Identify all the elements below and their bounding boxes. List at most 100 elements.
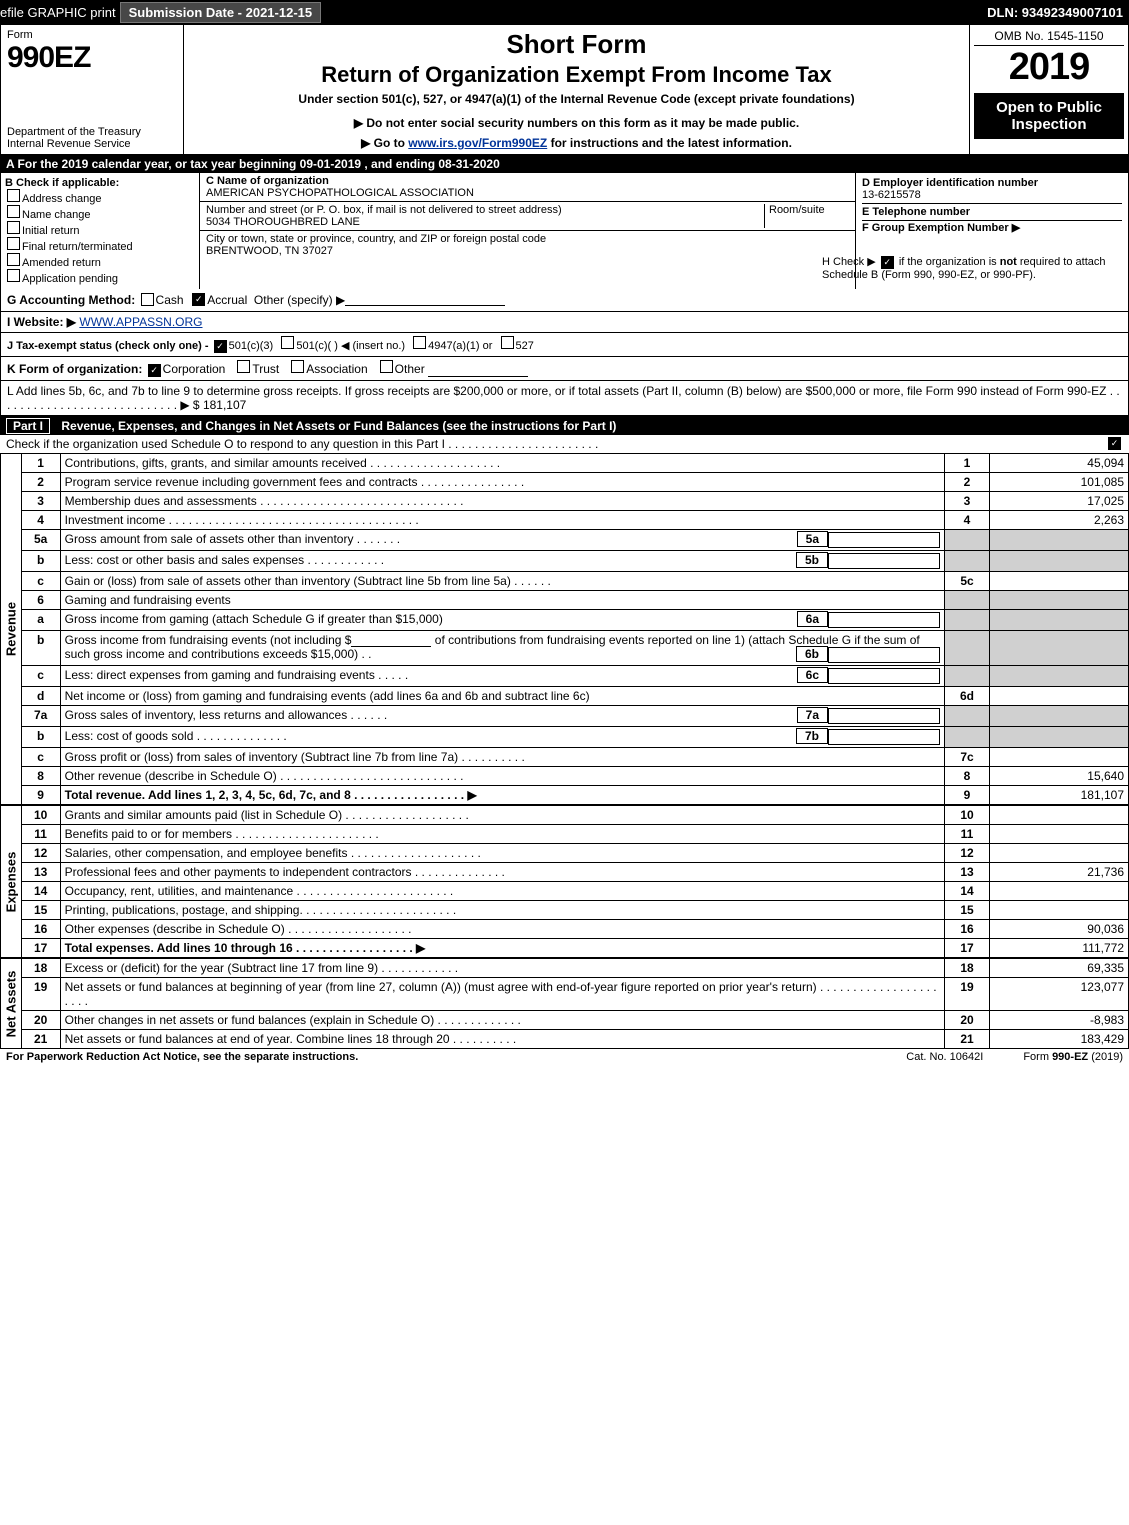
table-row: 16Other expenses (describe in Schedule O… xyxy=(21,920,1128,939)
form-number: 990EZ xyxy=(7,41,177,75)
row-k-form-of-org: K Form of organization: ✓Corporation Tru… xyxy=(0,357,1129,381)
tax-year: 2019 xyxy=(974,46,1124,89)
box-h: H Check ▶ ✓ if the organization is not r… xyxy=(822,255,1122,281)
table-row: dNet income or (loss) from gaming and fu… xyxy=(21,687,1128,706)
c-street-label: Number and street (or P. O. box, if mail… xyxy=(206,204,764,216)
table-row: 13Professional fees and other payments t… xyxy=(21,863,1128,882)
net-assets-table: 18Excess or (deficit) for the year (Subt… xyxy=(21,958,1129,1049)
return-title: Return of Organization Exempt From Incom… xyxy=(192,62,961,88)
table-row: 12Salaries, other compensation, and empl… xyxy=(21,844,1128,863)
goto-line: ▶ Go to www.irs.gov/Form990EZ for instru… xyxy=(192,136,961,150)
submission-date-button[interactable]: Submission Date - 2021-12-15 xyxy=(120,2,322,23)
table-row: cGain or (loss) from sale of assets othe… xyxy=(21,572,1128,591)
omb-number: OMB No. 1545-1150 xyxy=(974,29,1124,46)
lbl-amended-return: Amended return xyxy=(22,257,101,269)
chk-cash[interactable] xyxy=(141,293,154,306)
table-row: 10Grants and similar amounts paid (list … xyxy=(21,806,1128,825)
6b-amount-input[interactable] xyxy=(351,634,431,647)
vlabel-expenses: Expenses xyxy=(0,805,21,958)
website-link[interactable]: WWW.APPASSN.ORG xyxy=(79,315,202,329)
lbl-initial-return: Initial return xyxy=(22,225,79,237)
val-5a[interactable] xyxy=(828,532,940,548)
chk-address-change[interactable] xyxy=(7,189,20,202)
val-7b[interactable] xyxy=(828,729,940,745)
form-word: Form xyxy=(7,29,177,41)
table-row: 21Net assets or fund balances at end of … xyxy=(21,1030,1128,1049)
box-7a: 7a xyxy=(797,707,828,723)
chk-initial-return[interactable] xyxy=(7,221,20,234)
table-row: 6Gaming and fundraising events xyxy=(21,591,1128,610)
h-not: not xyxy=(1000,256,1017,268)
c-city-value: BRENTWOOD, TN 37027 xyxy=(206,245,849,257)
row-a-taxyear: A For the 2019 calendar year, or tax yea… xyxy=(0,155,1129,173)
chk-assoc[interactable] xyxy=(291,360,304,373)
box-7b: 7b xyxy=(796,728,828,744)
vlabel-net-assets: Net Assets xyxy=(0,958,21,1049)
part-i-header: Part I Revenue, Expenses, and Changes in… xyxy=(0,416,1129,453)
lbl-cash: Cash xyxy=(156,293,184,307)
l-value: 181,107 xyxy=(203,398,246,412)
val-6b[interactable] xyxy=(828,647,940,663)
val-5b[interactable] xyxy=(828,553,940,569)
row-g: G Accounting Method: Cash ✓Accrual Other… xyxy=(0,289,1129,312)
chk-final-return[interactable] xyxy=(7,237,20,250)
dept-treasury: Department of the Treasury xyxy=(7,126,177,138)
under-section: Under section 501(c), 527, or 4947(a)(1)… xyxy=(192,92,961,106)
lbl-accrual: Accrual xyxy=(207,293,247,307)
row-l-gross-receipts: L Add lines 5b, 6c, and 7b to line 9 to … xyxy=(0,381,1129,416)
val-7a[interactable] xyxy=(828,708,940,724)
chk-h[interactable]: ✓ xyxy=(881,256,894,269)
lbl-501c3: 501(c)(3) xyxy=(229,340,274,352)
c-city-label: City or town, state or province, country… xyxy=(206,233,849,245)
lbl-address-change: Address change xyxy=(22,193,102,205)
goto-link[interactable]: www.irs.gov/Form990EZ xyxy=(408,136,547,150)
chk-trust[interactable] xyxy=(237,360,250,373)
i-label: I Website: ▶ xyxy=(7,315,76,329)
table-row: 14Occupancy, rent, utilities, and mainte… xyxy=(21,882,1128,901)
chk-501c3[interactable]: ✓ xyxy=(214,340,227,353)
footer-left: For Paperwork Reduction Act Notice, see … xyxy=(6,1051,358,1063)
chk-accrual[interactable]: ✓ xyxy=(192,293,205,306)
table-row: 15Printing, publications, postage, and s… xyxy=(21,901,1128,920)
table-row: 8Other revenue (describe in Schedule O) … xyxy=(21,767,1128,786)
lbl-corp: Corporation xyxy=(163,362,226,376)
chk-corp[interactable]: ✓ xyxy=(148,364,161,377)
other-org-input[interactable] xyxy=(428,364,528,377)
lbl-other-org: Other xyxy=(395,362,425,376)
other-specify-input[interactable] xyxy=(345,293,505,306)
chk-501c[interactable] xyxy=(281,336,294,349)
goto-post: for instructions and the latest informat… xyxy=(547,136,792,150)
col-b-checkboxes: B Check if applicable: Address change Na… xyxy=(1,173,200,289)
e-phone-label: E Telephone number xyxy=(862,206,1122,218)
vlabel-revenue: Revenue xyxy=(0,453,21,805)
lbl-4947: 4947(a)(1) or xyxy=(428,340,492,352)
chk-527[interactable] xyxy=(501,336,514,349)
lbl-name-change: Name change xyxy=(22,209,91,221)
box-5a: 5a xyxy=(797,531,828,547)
table-row: 5aGross amount from sale of assets other… xyxy=(21,530,1128,551)
table-row: 17Total expenses. Add lines 10 through 1… xyxy=(21,939,1128,958)
chk-4947[interactable] xyxy=(413,336,426,349)
revenue-table: 1Contributions, gifts, grants, and simil… xyxy=(21,453,1129,805)
chk-other-org[interactable] xyxy=(380,360,393,373)
val-6c[interactable] xyxy=(828,668,940,684)
table-row: 3Membership dues and assessments . . . .… xyxy=(21,492,1128,511)
topbar: efile GRAPHIC print Submission Date - 20… xyxy=(0,0,1129,24)
footer-form: Form 990-EZ (2019) xyxy=(1023,1051,1123,1063)
c-room-label: Room/suite xyxy=(764,204,849,228)
val-6a[interactable] xyxy=(828,612,940,628)
page-footer: For Paperwork Reduction Act Notice, see … xyxy=(0,1049,1129,1065)
lbl-501c: 501(c)( ) ◀ (insert no.) xyxy=(296,340,405,352)
do-not-enter: ▶ Do not enter social security numbers o… xyxy=(192,116,961,130)
table-row: cLess: direct expenses from gaming and f… xyxy=(21,666,1128,687)
chk-application-pending[interactable] xyxy=(7,269,20,282)
lbl-other-specify: Other (specify) ▶ xyxy=(254,293,345,307)
chk-schedule-o[interactable]: ✓ xyxy=(1108,437,1121,450)
d-ein-label: D Employer identification number xyxy=(862,177,1122,189)
h-pre: H Check ▶ xyxy=(822,256,879,268)
chk-amended-return[interactable] xyxy=(7,253,20,266)
h-mid: if the organization is xyxy=(896,256,1000,268)
chk-name-change[interactable] xyxy=(7,205,20,218)
expenses-table: 10Grants and similar amounts paid (list … xyxy=(21,805,1129,958)
efile-label: efile GRAPHIC print xyxy=(0,5,116,20)
